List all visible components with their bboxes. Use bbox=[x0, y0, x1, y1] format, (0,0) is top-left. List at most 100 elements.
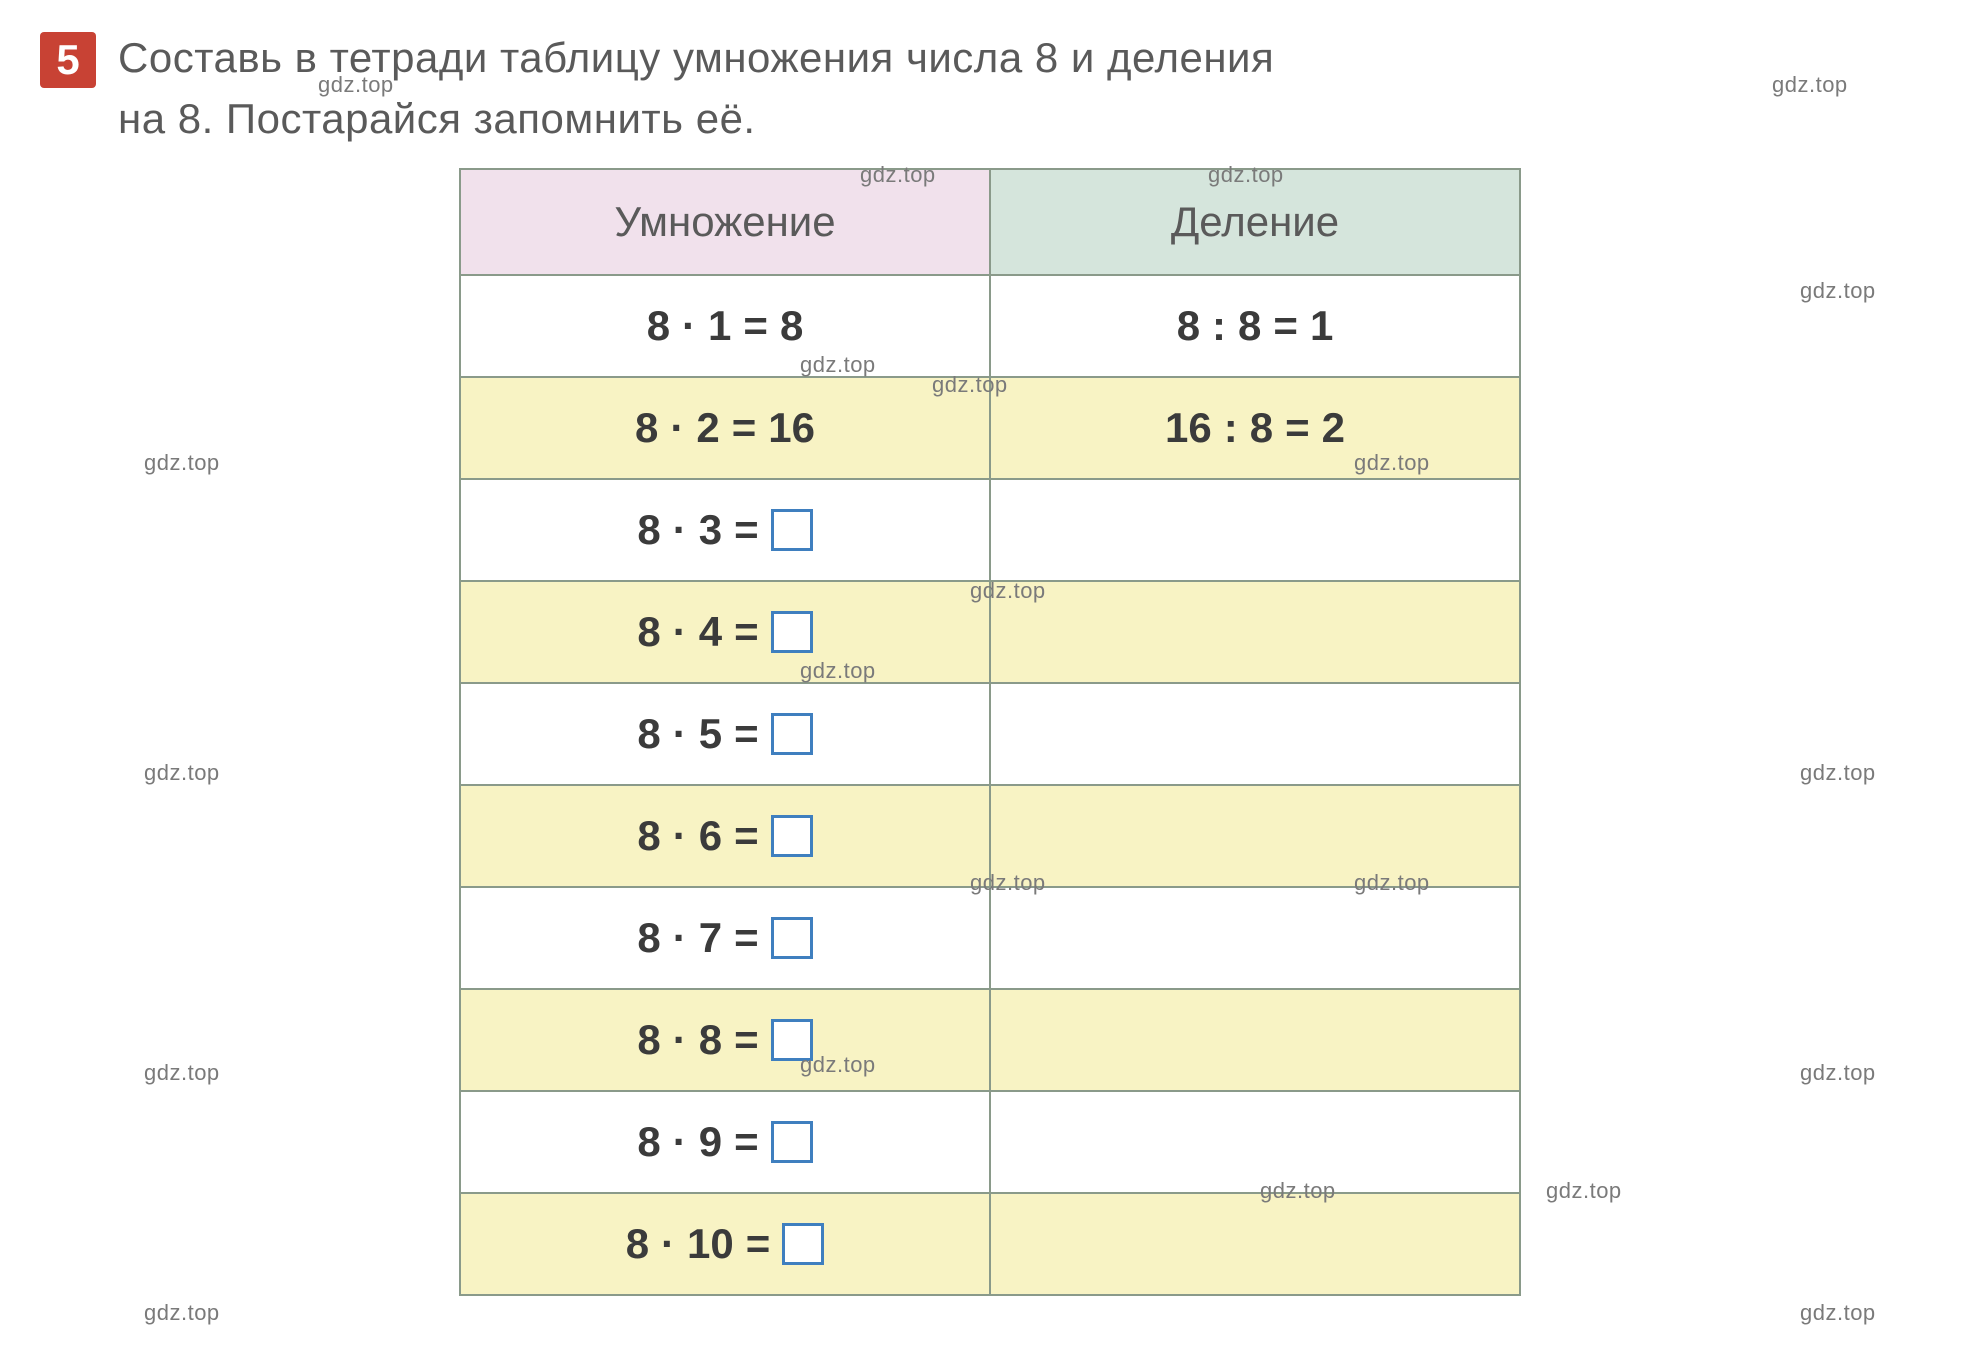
equation-part: · bbox=[673, 608, 687, 656]
table-container: Умножение Деление 8·1=88:8=18·2=1616:8=2… bbox=[40, 168, 1940, 1296]
equation-part: = bbox=[734, 608, 759, 656]
equation-part: 3 bbox=[699, 506, 722, 554]
cell-division: 8:8=1 bbox=[990, 275, 1520, 377]
cell-multiplication: 8·5= bbox=[460, 683, 990, 785]
equation-part: 8 bbox=[626, 1220, 649, 1268]
equation-part: · bbox=[682, 302, 696, 350]
equation-part: = bbox=[743, 302, 768, 350]
equation-part: 16 bbox=[1165, 404, 1212, 452]
cell-division bbox=[990, 887, 1520, 989]
equation-part: 8 bbox=[637, 710, 660, 758]
equation-part: = bbox=[734, 914, 759, 962]
equation-part: · bbox=[673, 1016, 687, 1064]
answer-box[interactable] bbox=[771, 815, 813, 857]
equation-part: 8 bbox=[699, 1016, 722, 1064]
multiplication-division-table: Умножение Деление 8·1=88:8=18·2=1616:8=2… bbox=[459, 168, 1521, 1296]
equation-part: · bbox=[673, 914, 687, 962]
equation: 8·2 =16 bbox=[635, 404, 815, 452]
equation-part: = bbox=[1285, 404, 1310, 452]
equation-part: = bbox=[732, 404, 757, 452]
watermark: gdz.top bbox=[1800, 1300, 1876, 1326]
equation-part: 8 bbox=[637, 1016, 660, 1064]
equation-part: 8 bbox=[1177, 302, 1200, 350]
equation-part: · bbox=[673, 506, 687, 554]
equation-result: 8 bbox=[780, 302, 803, 350]
table-header-row: Умножение Деление bbox=[460, 169, 1520, 275]
equation: 8:8=1 bbox=[1177, 302, 1334, 350]
table-row: 8 ·4= bbox=[460, 581, 1520, 683]
equation-result: 16 bbox=[768, 404, 815, 452]
equation-part: 2 bbox=[696, 404, 719, 452]
table-row: 8·3= bbox=[460, 479, 1520, 581]
equation-part: 8 bbox=[637, 812, 660, 860]
exercise: 5 Составь в тетради таблицу умножения чи… bbox=[40, 28, 1940, 150]
equation-part: · bbox=[670, 404, 684, 452]
equation: 8 ·7= bbox=[637, 914, 812, 962]
equation-part: = bbox=[734, 506, 759, 554]
equation-part: 10 bbox=[687, 1220, 734, 1268]
header-division: Деление bbox=[990, 169, 1520, 275]
equation-part: 4 bbox=[699, 608, 722, 656]
equation-result: 1 bbox=[1310, 302, 1333, 350]
equation: 8·6= bbox=[637, 812, 812, 860]
answer-box[interactable] bbox=[771, 611, 813, 653]
answer-box[interactable] bbox=[771, 917, 813, 959]
cell-multiplication: 8·2 =16 bbox=[460, 377, 990, 479]
equation-part: · bbox=[673, 1118, 687, 1166]
cell-multiplication: 8·8= bbox=[460, 989, 990, 1091]
header-multiplication: Умножение bbox=[460, 169, 990, 275]
equation: 8·9= bbox=[637, 1118, 812, 1166]
equation-part: = bbox=[734, 1016, 759, 1064]
equation-result: 2 bbox=[1322, 404, 1345, 452]
equation-part: 7 bbox=[699, 914, 722, 962]
table-row: 8 ·7= bbox=[460, 887, 1520, 989]
equation-part: 8 bbox=[1238, 302, 1261, 350]
equation-part: = bbox=[734, 812, 759, 860]
answer-box[interactable] bbox=[771, 713, 813, 755]
equation: 8·3= bbox=[637, 506, 812, 554]
equation-part: = bbox=[1273, 302, 1298, 350]
equation-part: 8 bbox=[637, 608, 660, 656]
instruction-line-1: Составь в тетради таблицу умножения числ… bbox=[118, 34, 1274, 81]
equation-part: 9 bbox=[699, 1118, 722, 1166]
equation-part: 5 bbox=[699, 710, 722, 758]
equation: 16:8=2 bbox=[1165, 404, 1345, 452]
equation-part: 8 bbox=[637, 914, 660, 962]
equation-part: 8 bbox=[647, 302, 670, 350]
equation-part: 6 bbox=[699, 812, 722, 860]
answer-box[interactable] bbox=[771, 509, 813, 551]
equation-part: · bbox=[661, 1220, 675, 1268]
table-row: 8·6= bbox=[460, 785, 1520, 887]
equation: 8 ·4= bbox=[637, 608, 812, 656]
cell-division bbox=[990, 683, 1520, 785]
answer-box[interactable] bbox=[771, 1019, 813, 1061]
instruction-line-2: на 8. Постарайся запомнить её. bbox=[118, 95, 756, 142]
equation: 8·5= bbox=[637, 710, 812, 758]
equation-part: 8 bbox=[635, 404, 658, 452]
cell-multiplication: 8·10= bbox=[460, 1193, 990, 1295]
table-row: 8·8= bbox=[460, 989, 1520, 1091]
cell-multiplication: 8 ·7= bbox=[460, 887, 990, 989]
cell-division bbox=[990, 1193, 1520, 1295]
cell-multiplication: 8·9= bbox=[460, 1091, 990, 1193]
table-row: 8·10= bbox=[460, 1193, 1520, 1295]
table-row: 8·5= bbox=[460, 683, 1520, 785]
equation: 8·8= bbox=[637, 1016, 812, 1064]
cell-multiplication: 8 ·4= bbox=[460, 581, 990, 683]
cell-division bbox=[990, 989, 1520, 1091]
equation-part: · bbox=[673, 710, 687, 758]
equation-part: = bbox=[746, 1220, 771, 1268]
instruction-text: Составь в тетради таблицу умножения числ… bbox=[118, 28, 1274, 150]
cell-division bbox=[990, 1091, 1520, 1193]
equation-part: 8 bbox=[637, 1118, 660, 1166]
answer-box[interactable] bbox=[782, 1223, 824, 1265]
equation-part: : bbox=[1224, 404, 1238, 452]
cell-division bbox=[990, 479, 1520, 581]
cell-division bbox=[990, 785, 1520, 887]
equation-part: : bbox=[1212, 302, 1226, 350]
equation: 8·1=8 bbox=[647, 302, 804, 350]
equation: 8·10= bbox=[626, 1220, 825, 1268]
cell-division: 16:8=2 bbox=[990, 377, 1520, 479]
table-row: 8·1=88:8=1 bbox=[460, 275, 1520, 377]
answer-box[interactable] bbox=[771, 1121, 813, 1163]
